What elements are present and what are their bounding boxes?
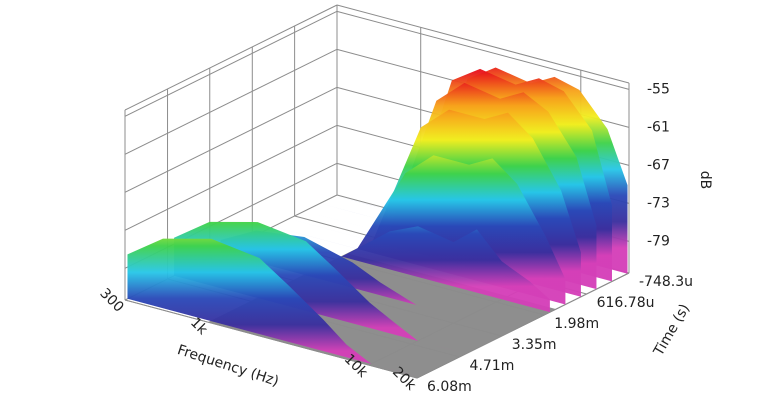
y-tick-label: 6.08m [427,379,472,395]
z-tick-label: -61 [647,119,670,135]
z-tick-label: -73 [647,195,670,211]
grid-line [124,10,338,117]
surface [127,67,628,377]
labels: -55 -61 -67 -73 -79 -748.3u 616.78u 1.98m 3.35m 4… [96,81,693,395]
y-tick-label: 1.98m [554,316,599,332]
z-tick-label: -67 [647,157,670,173]
grid-line [124,48,338,155]
grid-line [416,272,630,379]
grid-line [124,124,338,231]
grid-line [124,299,418,379]
y-tick-label: 4.71m [470,358,515,374]
x-tick-label: 300 [96,285,126,315]
y-tick-label: 616.78u [597,295,655,311]
x-axis-title: Frequency (Hz) [175,342,280,390]
axis-frame [336,4,630,84]
y-tick-label: 3.35m [512,337,557,353]
axis-frame [124,4,338,111]
z-tick-label: -79 [647,233,670,249]
surface-slice [257,226,550,313]
y-axis-title: Time (s) [650,301,693,359]
grid-line [124,86,338,193]
surface-slice [127,238,420,377]
z-axis-title: dB [697,171,713,190]
z-tick-label: -55 [647,81,670,97]
y-tick-label: -748.3u [639,274,693,290]
